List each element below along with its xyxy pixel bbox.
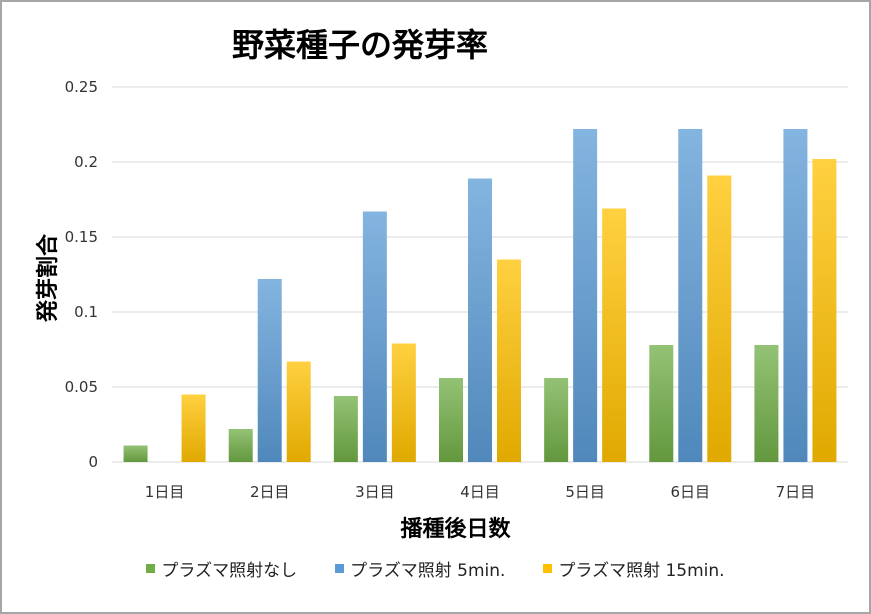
bar-1-1 (123, 445, 148, 462)
x-tick-label: 5日目 (565, 483, 605, 501)
bar-2-2 (257, 279, 282, 462)
legend-item: プラズマ照射 15min. (543, 556, 725, 581)
bar-3-7 (812, 159, 837, 462)
bar-2-5 (573, 129, 598, 462)
legend-label: プラズマ照射 15min. (558, 561, 725, 581)
bar-1-3 (333, 396, 358, 462)
legend-label: プラズマ照射 5min. (350, 561, 506, 581)
bar-1-2 (228, 429, 253, 462)
legend-label: プラズマ照射なし (161, 561, 298, 581)
bar-3-2 (286, 361, 311, 462)
x-axis-label: 播種後日数 (400, 517, 511, 542)
legend-swatch (543, 564, 553, 573)
bar-3-3 (391, 343, 416, 462)
y-tick-label: 0.15 (65, 228, 98, 246)
bar-3-6 (707, 175, 732, 462)
y-tick-label: 0.05 (65, 378, 98, 396)
bar-2-4 (468, 178, 492, 462)
bar-3-5 (602, 208, 627, 462)
x-tick-label: 1日目 (145, 483, 185, 501)
y-tick-label: 0.1 (74, 303, 98, 321)
legend-swatch (335, 564, 345, 573)
bar-1-4 (439, 378, 463, 462)
chart-title: 野菜種子の発芽率 (231, 26, 488, 64)
x-tick-label: 4日目 (460, 483, 500, 501)
legend-swatch (146, 564, 156, 573)
y-tick-label: 0 (88, 453, 98, 471)
y-tick-label: 0.2 (74, 153, 98, 171)
bar-1-7 (754, 345, 779, 462)
bar-2-6 (678, 129, 703, 462)
bar-1-5 (544, 378, 569, 462)
x-tick-label: 6日目 (671, 483, 711, 501)
x-tick-label: 3日目 (355, 483, 395, 501)
bar-2-7 (783, 129, 808, 462)
legend-item: プラズマ照射なし (146, 556, 297, 581)
bar-3-4 (497, 259, 521, 462)
bar-3-1 (181, 394, 206, 462)
bar-1-6 (649, 345, 674, 462)
y-tick-label: 0.25 (65, 78, 98, 96)
chart-legend: プラズマ照射なし プラズマ照射 5min. プラズマ照射 15min. (0, 556, 871, 581)
legend-item: プラズマ照射 5min. (335, 556, 505, 581)
x-tick-label: 2日目 (250, 483, 290, 501)
x-tick-label: 7日目 (776, 483, 816, 501)
bar-2-3 (362, 211, 387, 462)
